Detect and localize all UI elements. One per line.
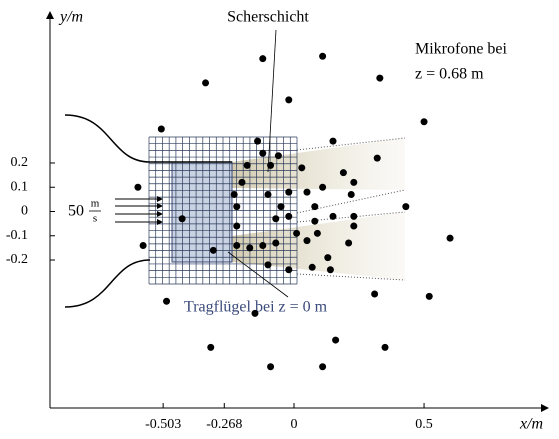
microphone bbox=[238, 178, 246, 186]
microphone bbox=[139, 241, 147, 249]
microphone bbox=[134, 183, 142, 191]
microphone bbox=[446, 234, 454, 242]
microphone bbox=[308, 263, 316, 271]
microphone bbox=[272, 239, 280, 247]
microphone bbox=[209, 246, 217, 254]
wing bbox=[171, 161, 233, 263]
microphone bbox=[381, 343, 389, 351]
microphone bbox=[303, 237, 311, 245]
microphone bbox=[345, 239, 353, 247]
microphone bbox=[178, 215, 186, 223]
microphone bbox=[272, 215, 280, 223]
x-tick-label: 0 bbox=[290, 417, 297, 432]
velocity-label: 50 bbox=[68, 203, 84, 220]
x-tick-label: -0.268 bbox=[206, 417, 242, 432]
microphone bbox=[332, 336, 340, 344]
microphone bbox=[267, 363, 275, 371]
microphone bbox=[259, 55, 267, 63]
microphone bbox=[373, 154, 381, 162]
x-axis-label: x/m bbox=[519, 416, 543, 433]
microphone bbox=[339, 169, 347, 177]
microphone bbox=[313, 229, 321, 237]
microphone bbox=[347, 191, 355, 199]
microphone bbox=[254, 137, 262, 145]
microphone-label: z = 0.68 m bbox=[415, 66, 484, 83]
microphone bbox=[233, 241, 241, 249]
microphone bbox=[319, 183, 327, 191]
microphone bbox=[251, 309, 259, 317]
y-tick-label: -0.2 bbox=[6, 252, 28, 267]
velocity-unit: m bbox=[91, 198, 100, 210]
y-axis-label: y/m bbox=[58, 9, 83, 26]
microphone bbox=[324, 254, 332, 262]
velocity-unit: s bbox=[93, 213, 97, 225]
microphone bbox=[274, 152, 282, 160]
microphone bbox=[277, 203, 285, 211]
y-tick-label: 0.1 bbox=[11, 179, 29, 194]
nozzle-contour bbox=[64, 114, 232, 163]
microphone bbox=[319, 363, 327, 371]
microphone bbox=[350, 178, 358, 186]
microphone bbox=[285, 188, 293, 196]
microphone bbox=[202, 79, 210, 87]
microphone bbox=[350, 212, 358, 220]
microphone bbox=[207, 343, 215, 351]
microphone bbox=[376, 74, 384, 82]
microphone bbox=[285, 212, 293, 220]
leader-line bbox=[227, 251, 289, 298]
microphone bbox=[243, 161, 251, 169]
shear-edge bbox=[296, 273, 406, 281]
microphone bbox=[298, 164, 306, 172]
microphone bbox=[311, 217, 319, 225]
shear-layer-label: Scherschicht bbox=[227, 9, 309, 26]
nozzle-contour bbox=[64, 259, 151, 308]
microphone bbox=[371, 290, 379, 298]
microphone bbox=[259, 149, 267, 157]
y-tick-label: 0 bbox=[21, 204, 28, 219]
microphone bbox=[285, 266, 293, 274]
microphone bbox=[350, 222, 358, 230]
microphone bbox=[246, 244, 254, 252]
microphone bbox=[319, 52, 327, 60]
microphone bbox=[233, 203, 241, 211]
microphone bbox=[163, 297, 171, 305]
microphone bbox=[326, 266, 334, 274]
microphone bbox=[303, 188, 311, 196]
microphone-label: Mikrofone bei bbox=[415, 41, 508, 58]
shear-edge bbox=[296, 137, 406, 151]
microphone bbox=[293, 229, 301, 237]
y-tick-label: 0.2 bbox=[11, 155, 29, 170]
microphone bbox=[402, 203, 410, 211]
microphone bbox=[230, 191, 238, 199]
leader-line bbox=[267, 29, 277, 173]
x-tick-label: -0.503 bbox=[145, 417, 181, 432]
wing-label: Tragflügel bei z = 0 m bbox=[184, 299, 328, 316]
microphone bbox=[233, 222, 241, 230]
microphone bbox=[157, 125, 165, 133]
x-tick-label: 0.5 bbox=[415, 417, 433, 432]
microphone bbox=[425, 292, 433, 300]
microphone bbox=[264, 261, 272, 269]
microphone bbox=[311, 203, 319, 211]
lower-shear-layer bbox=[232, 212, 405, 280]
setup-drawing bbox=[46, 11, 549, 412]
y-tick-label: -0.1 bbox=[6, 228, 28, 243]
microphone bbox=[420, 118, 428, 126]
microphone bbox=[285, 96, 293, 104]
microphone bbox=[329, 212, 337, 220]
microphone bbox=[267, 161, 275, 169]
microphone bbox=[329, 137, 337, 145]
microphone bbox=[264, 191, 272, 199]
microphone bbox=[259, 241, 267, 249]
